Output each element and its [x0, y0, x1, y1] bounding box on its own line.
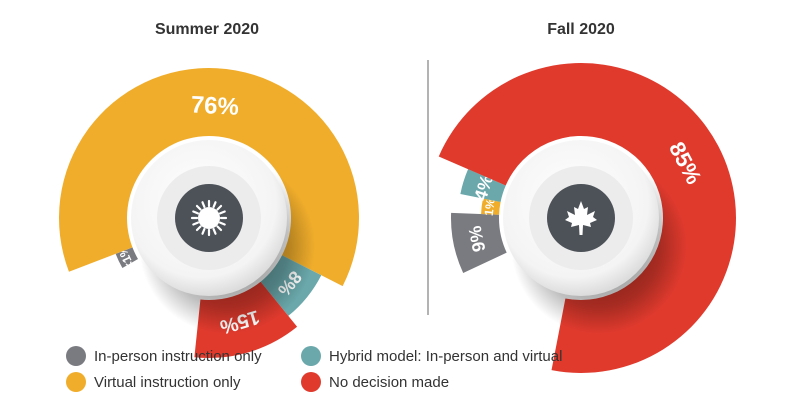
fall-chart: 9%1%4% 85% — [438, 62, 736, 373]
fall-label-virtual: 1% — [482, 197, 498, 216]
legend-label-hybrid: Hybrid model: In-person and virtual — [329, 347, 563, 365]
legend-item-virtual: Virtual instruction only — [66, 372, 240, 392]
legend-item-hybrid: Hybrid model: In-person and virtual — [301, 346, 562, 366]
legend-item-no-decision: No decision made — [301, 372, 449, 392]
legend-swatch-in-person — [66, 346, 86, 366]
legend-swatch-virtual — [66, 372, 86, 392]
fall-slice-hybrid — [460, 169, 506, 202]
legend-label-no-decision: No decision made — [329, 373, 450, 391]
fall-slice-in-person — [451, 212, 507, 273]
legend-swatch-hybrid — [301, 346, 321, 366]
legend-swatch-no-decision — [301, 372, 321, 392]
legend-label-in-person: In-person instruction only — [94, 347, 262, 365]
summer-slice-in-person — [115, 247, 138, 268]
summer-slice-virtual — [59, 68, 360, 287]
legend-item-in-person: In-person instruction only — [66, 346, 262, 366]
legend: In-person instruction only Virtual instr… — [66, 346, 686, 398]
summer-label-virtual: 76% — [190, 91, 239, 120]
legend-label-virtual: Virtual instruction only — [94, 373, 241, 391]
chart-title-fall: Fall 2020 — [547, 21, 615, 38]
sun-icon — [190, 199, 228, 237]
chart-title-summer: Summer 2020 — [155, 21, 259, 38]
fall-slice-virtual — [481, 198, 501, 215]
maple-leaf-icon — [565, 201, 597, 235]
summer-chart: <1%76%8%15% — [59, 68, 360, 358]
